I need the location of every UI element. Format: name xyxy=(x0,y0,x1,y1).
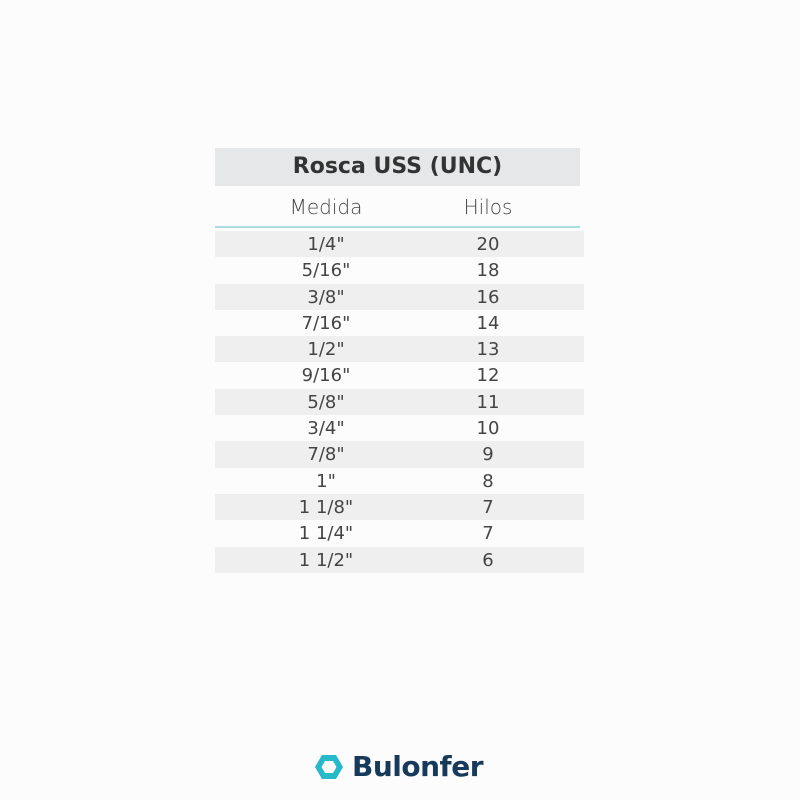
cell-hilos: 16 xyxy=(476,286,500,308)
table-header: Medida Hilos xyxy=(215,188,580,226)
cell-medida: 7/8" xyxy=(307,444,345,466)
table-row: 3/4" 10 xyxy=(215,415,584,441)
table-row: 9/16" 12 xyxy=(215,362,584,388)
cell-medida: 5/8" xyxy=(307,391,345,413)
header-divider xyxy=(215,226,580,228)
table-row: 1 1/8" 7 xyxy=(215,493,584,521)
cell-medida: 1 1/4" xyxy=(298,523,354,545)
brand-name: Bulonfer xyxy=(352,750,484,783)
cell-hilos: 7 xyxy=(482,496,494,518)
cell-medida: 1" xyxy=(316,470,336,492)
brand-logo: Bulonfer xyxy=(314,750,484,783)
table-row: 1 1/2" 6 xyxy=(215,546,584,573)
cell-hilos: 6 xyxy=(482,549,494,571)
cell-hilos: 14 xyxy=(476,312,500,334)
hexagon-icon xyxy=(315,754,343,779)
cell-medida: 1 1/2" xyxy=(298,549,354,571)
cell-hilos: 18 xyxy=(476,260,500,282)
table-row: 1/4" 20 xyxy=(215,231,584,258)
table-row: 7/8" 9 xyxy=(215,441,584,468)
cell-medida: 7/16" xyxy=(301,312,351,334)
cell-medida: 1 1/8" xyxy=(298,496,354,518)
table-body: 1/4" 20 5/16" 18 3/8" 16 7/16" 14 1/2" 13 9/16" 12 5… xyxy=(215,231,584,573)
cell-medida: 3/4" xyxy=(307,418,345,440)
table-row: 5/16" 18 xyxy=(215,257,584,283)
cell-hilos: 7 xyxy=(482,523,494,545)
table-row: 5/8" 11 xyxy=(215,388,584,416)
cell-hilos: 13 xyxy=(476,339,500,361)
cell-hilos: 20 xyxy=(476,234,500,255)
cell-medida: 1/2" xyxy=(307,339,345,361)
cell-hilos: 11 xyxy=(476,391,500,413)
cell-hilos: 9 xyxy=(482,444,494,466)
table-title: Rosca USS (UNC) xyxy=(215,148,580,186)
table-row: 1 1/4" 7 xyxy=(215,520,584,546)
table-row: 3/8" 16 xyxy=(215,283,584,310)
cell-medida: 3/8" xyxy=(307,286,345,308)
cell-medida: 9/16" xyxy=(301,365,351,387)
cell-hilos: 8 xyxy=(482,470,494,492)
cell-medida: 5/16" xyxy=(301,260,351,282)
table-row: 7/16" 14 xyxy=(215,310,584,336)
table-row: 1/2" 13 xyxy=(215,336,584,363)
column-header-medida: Medida xyxy=(289,195,363,219)
table-row: 1" 8 xyxy=(215,468,584,494)
column-header-hilos: Hilos xyxy=(463,195,513,219)
cell-hilos: 12 xyxy=(476,365,500,387)
cell-hilos: 10 xyxy=(476,418,500,440)
cell-medida: 1/4" xyxy=(307,234,345,255)
